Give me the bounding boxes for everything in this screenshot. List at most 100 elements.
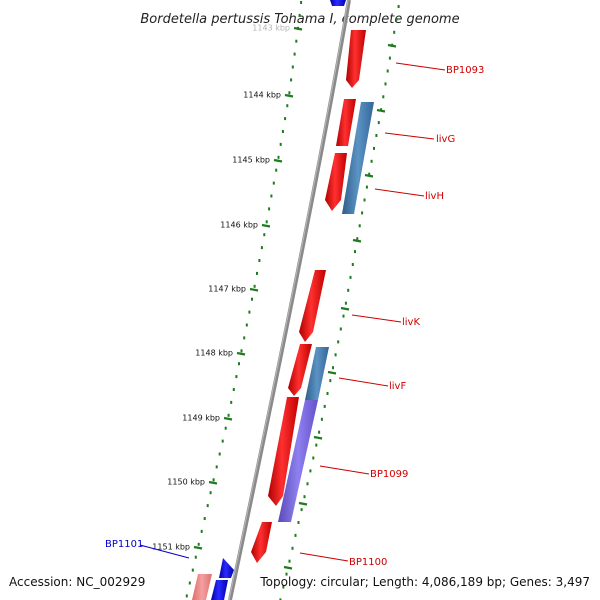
outer-tick-dot <box>297 521 300 524</box>
cds-livk-red[interactable] <box>299 270 326 342</box>
outer-tick-dot <box>397 5 400 8</box>
outer-tick-dot <box>303 495 306 499</box>
cds-livf-red[interactable] <box>288 344 312 396</box>
inner-tick-dot <box>203 517 206 520</box>
map-title: Bordetella pertussis Tohama I, complete … <box>140 12 459 27</box>
outer-tick-dot <box>339 327 342 331</box>
inner-tick-dot <box>235 375 238 379</box>
inner-tick-dot <box>286 104 289 108</box>
outer-tick-dot <box>282 585 285 589</box>
outer-tick-dot <box>334 353 337 357</box>
kbp-tick-label: 1149 kbp <box>182 414 220 423</box>
outer-tick-dot <box>300 508 303 512</box>
outer-major-tick <box>387 43 397 48</box>
cds-bp1093[interactable] <box>346 30 366 88</box>
inner-tick-dot <box>212 478 215 482</box>
cds-bp1101-blue-b[interactable] <box>211 580 228 600</box>
outer-tick-dot <box>306 482 309 486</box>
gene-label-livf[interactable]: livF <box>389 381 406 392</box>
cds-bp1099-red[interactable] <box>268 397 299 506</box>
outer-tick-dot <box>288 559 291 563</box>
cds-livg-red[interactable] <box>336 99 356 146</box>
leader-line-bp1101 <box>139 544 190 559</box>
gene-label-livg[interactable]: livG <box>436 134 455 145</box>
outer-major-tick <box>340 306 350 311</box>
outer-tick-dot <box>332 366 334 370</box>
inner-tick-dot <box>258 259 261 262</box>
inner-tick-dot <box>272 181 275 185</box>
kbp-tick-label: 1145 kbp <box>232 156 270 165</box>
kbp-tick-label: 1148 kbp <box>195 349 233 358</box>
outer-major-tick <box>313 435 323 440</box>
gene-label-bp1099[interactable]: BP1099 <box>370 469 408 480</box>
inner-tick-dot <box>260 246 263 250</box>
outer-tick-dot <box>377 121 380 125</box>
leader-line-livf <box>338 377 389 387</box>
feature-bp1101-pink[interactable] <box>192 574 212 600</box>
inner-tick-dot <box>218 452 221 456</box>
inner-tick-dot <box>288 91 291 95</box>
outer-tick-dot <box>279 598 282 600</box>
inner-tick-dot <box>224 426 227 430</box>
outer-tick-dot <box>386 69 389 73</box>
inner-tick-dot <box>215 465 218 469</box>
outer-tick-dot <box>354 250 356 254</box>
inner-tick-dot <box>263 233 266 237</box>
outer-tick-dot <box>337 340 340 344</box>
inner-tick-dot <box>268 207 271 211</box>
outer-tick-dot <box>356 237 359 241</box>
genome-backbone <box>228 0 351 600</box>
inner-tick-dot <box>290 78 293 82</box>
gene-label-livk[interactable]: livK <box>402 317 420 328</box>
inner-tick-dot <box>240 349 243 353</box>
outer-tick-dot <box>375 134 378 137</box>
outer-tick-dot <box>393 30 396 34</box>
inner-tick-dot <box>284 117 287 121</box>
outer-tick-dot <box>312 456 315 460</box>
cds-livh-red[interactable] <box>325 153 347 211</box>
outer-major-tick <box>283 565 293 570</box>
major-tick <box>261 223 271 228</box>
outer-tick-dot <box>351 263 354 266</box>
inner-tick-dot <box>230 400 233 404</box>
inner-tick-dot <box>253 284 256 288</box>
inner-tick-dot <box>251 297 253 301</box>
major-tick <box>193 545 203 550</box>
cds-bp1101-blue-a[interactable] <box>219 558 234 578</box>
outer-tick-dot <box>349 275 352 279</box>
gene-label-bp1101[interactable]: BP1101 <box>105 539 143 550</box>
outer-tick-dot <box>382 95 385 99</box>
kbp-tick-label: 1143 kbp <box>252 24 290 33</box>
major-tick <box>273 158 283 163</box>
leader-line-livk <box>351 314 402 323</box>
cds-top-blue[interactable] <box>330 0 346 6</box>
gene-label-bp1093[interactable]: BP1093 <box>446 65 484 76</box>
leader-line-bp1099 <box>319 465 370 475</box>
major-tick <box>249 287 259 292</box>
feature-bp1099-purple[interactable] <box>278 400 318 522</box>
major-tick <box>293 26 303 31</box>
outer-tick-dot <box>329 379 332 383</box>
topology-text: Topology: circular; Length: 4,086,189 bp… <box>259 575 590 589</box>
outer-major-tick <box>298 501 308 506</box>
outer-major-tick <box>327 370 337 375</box>
feature-livf-blue[interactable] <box>305 347 329 400</box>
leader-line-bp1093 <box>395 62 446 71</box>
outer-tick-dot <box>384 82 387 86</box>
outer-tick-dot <box>291 546 294 550</box>
gene-label-bp1100[interactable]: BP1100 <box>349 557 387 568</box>
cds-bp1100-red[interactable] <box>251 522 272 563</box>
outer-tick-dot <box>363 198 366 202</box>
inner-tick-dot <box>248 310 251 314</box>
inner-tick-dot <box>295 39 298 43</box>
inner-tick-dot <box>281 130 284 133</box>
inner-tick-dot <box>243 336 246 340</box>
inner-tick-dot <box>298 13 301 17</box>
inner-tick-dot <box>191 568 194 572</box>
inner-tick-dot <box>206 504 209 508</box>
feature-livg-livh-blue[interactable] <box>342 102 374 214</box>
inner-tick-dot <box>188 581 191 585</box>
gene-label-livh[interactable]: livH <box>425 191 444 202</box>
kbp-tick-label: 1150 kbp <box>167 478 205 487</box>
